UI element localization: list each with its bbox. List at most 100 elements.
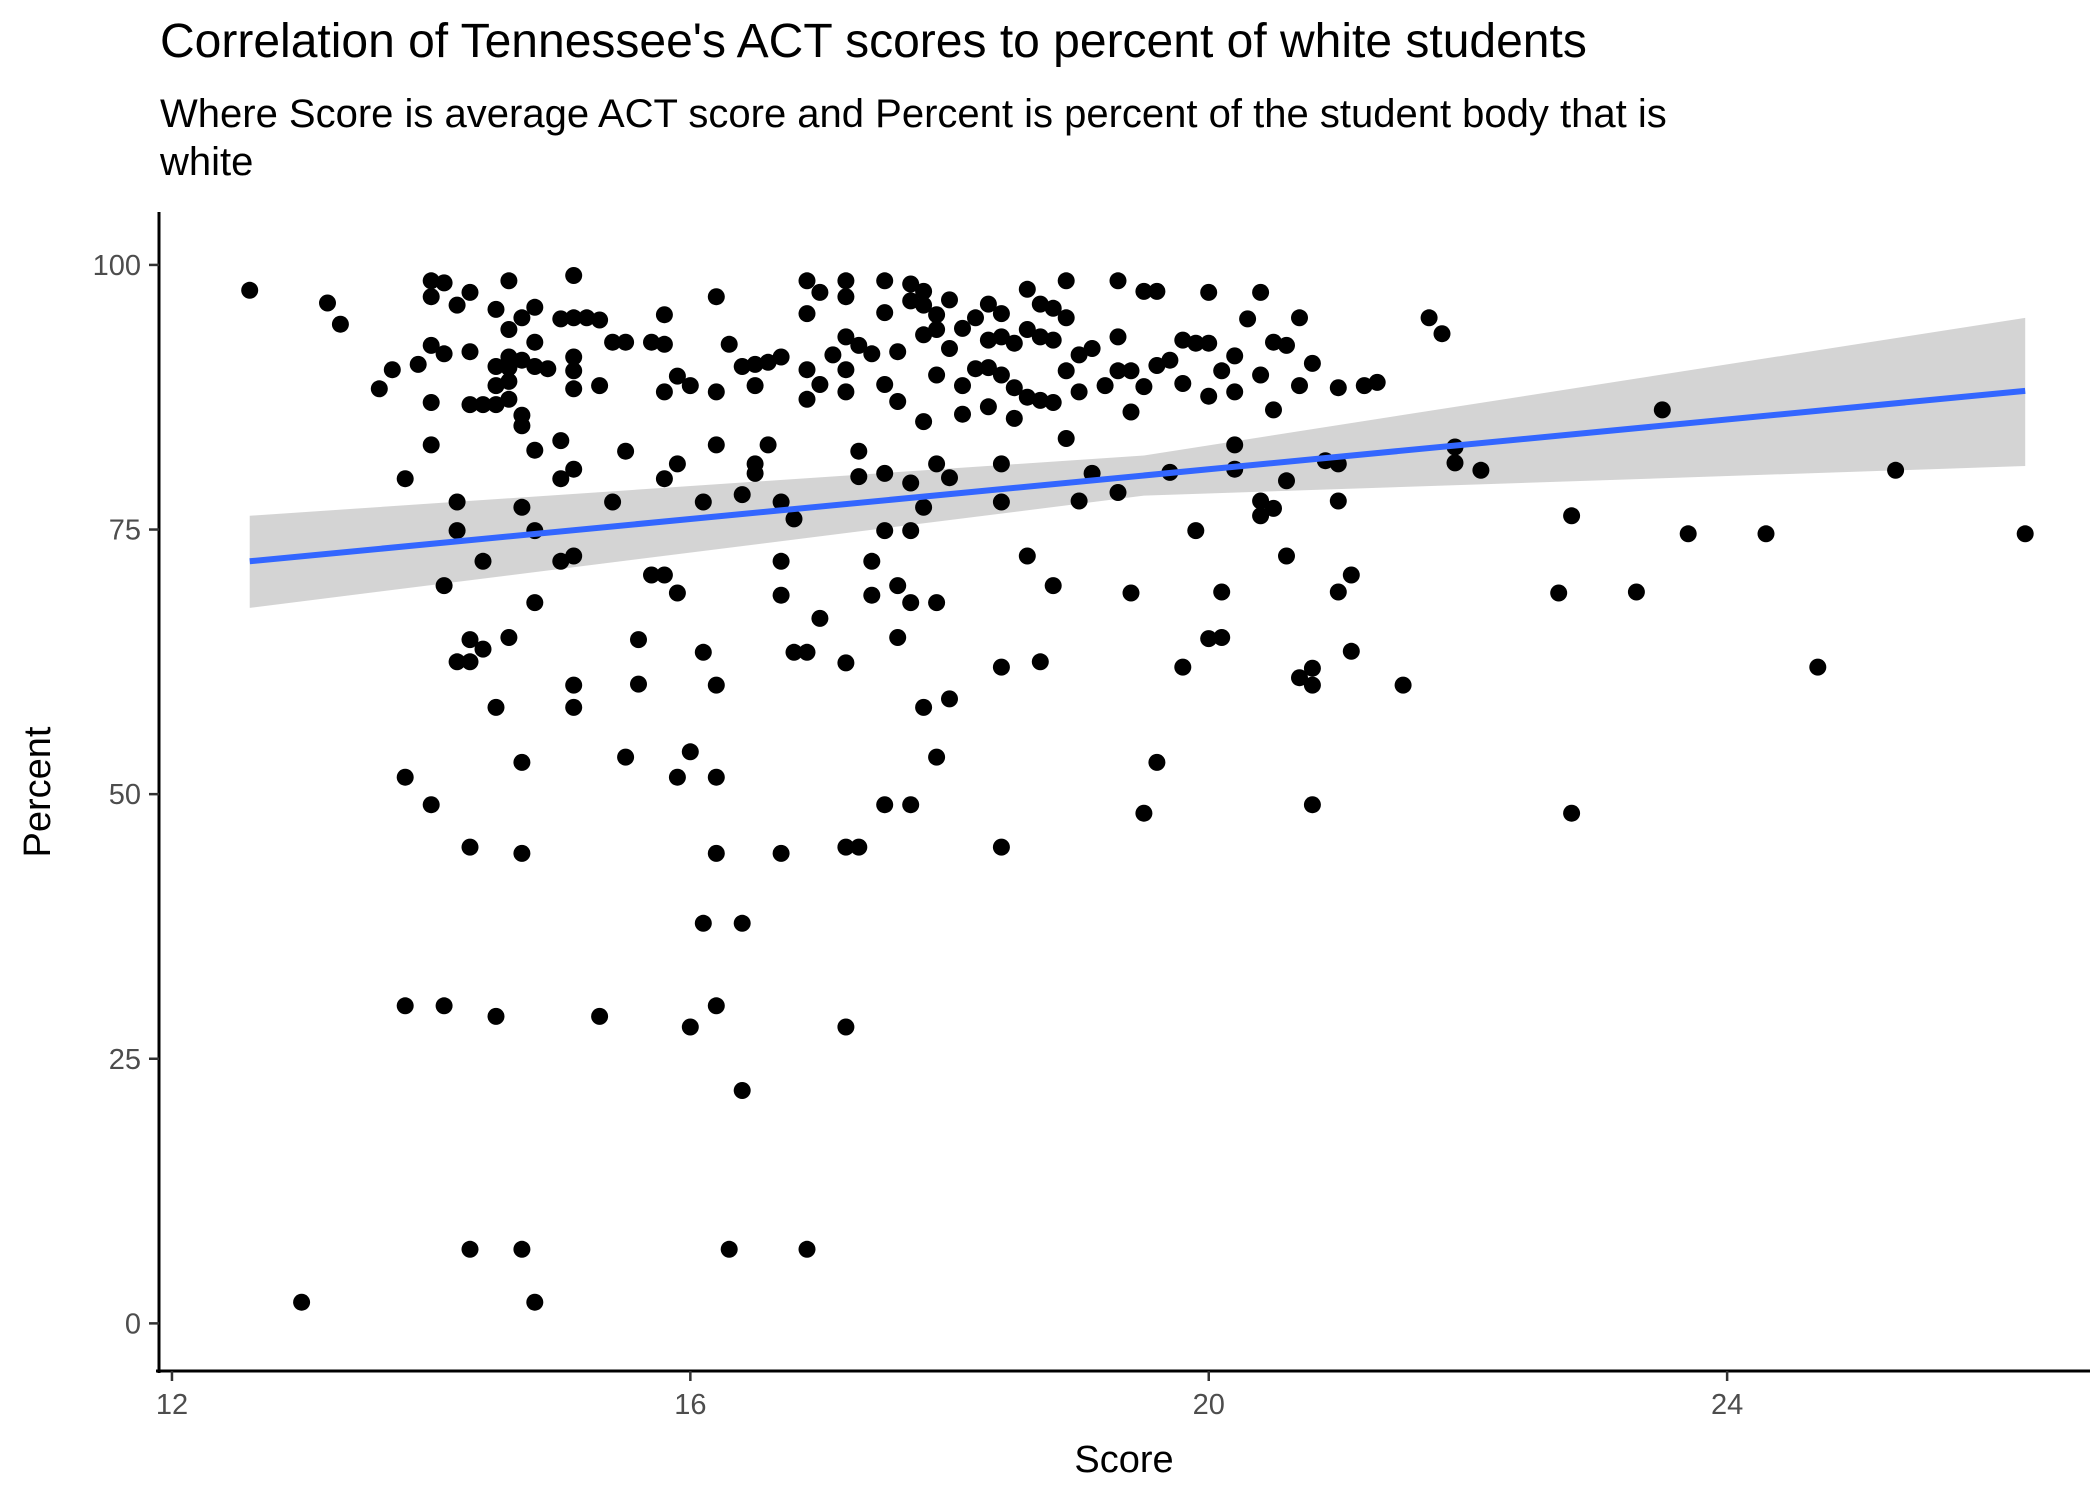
- data-point: [733, 486, 751, 504]
- data-point: [487, 358, 505, 375]
- data-point: [1057, 309, 1075, 327]
- data-point: [1291, 377, 1308, 395]
- data-point: [655, 383, 673, 401]
- y-tick-label: 50: [109, 779, 141, 811]
- data-point: [565, 698, 583, 716]
- data-point: [1057, 430, 1075, 447]
- data-point: [733, 914, 751, 932]
- data-point: [1433, 325, 1451, 343]
- data-point: [1148, 282, 1166, 300]
- data-point: [772, 348, 790, 366]
- data-point: [1394, 676, 1412, 694]
- data-point: [992, 455, 1010, 473]
- data-point: [1550, 584, 1568, 602]
- data-point: [1174, 658, 1192, 676]
- chart-title: Correlation of Tennessee's ACT scores to…: [160, 15, 1587, 68]
- data-point: [1200, 387, 1218, 405]
- data-point: [850, 838, 868, 856]
- data-point: [500, 372, 518, 390]
- data-point: [461, 631, 479, 649]
- data-point: [1226, 436, 1244, 454]
- data-point: [979, 398, 997, 416]
- data-point: [461, 838, 479, 856]
- data-point: [1174, 375, 1192, 392]
- data-point: [759, 353, 777, 371]
- data-point: [655, 306, 673, 324]
- data-point: [902, 292, 920, 310]
- data-point: [915, 413, 933, 431]
- data-point: [772, 552, 790, 570]
- data-point: [422, 436, 440, 454]
- data-point: [552, 432, 570, 450]
- data-point: [837, 361, 855, 379]
- data-point: [1044, 331, 1062, 349]
- y-tick-label: 100: [93, 250, 141, 282]
- data-point: [837, 1018, 855, 1036]
- data-point: [565, 267, 583, 284]
- data-point: [461, 283, 479, 301]
- data-point: [798, 643, 816, 661]
- data-point: [1083, 340, 1101, 357]
- data-point: [668, 367, 686, 385]
- data-point: [785, 643, 803, 661]
- data-point: [733, 358, 751, 375]
- data-point: [461, 653, 479, 671]
- data-point: [565, 362, 583, 380]
- data-point: [1291, 669, 1308, 687]
- data-point: [331, 315, 349, 333]
- data-point: [1031, 653, 1049, 671]
- data-point: [422, 796, 440, 814]
- data-point: [422, 272, 440, 290]
- data-point: [1252, 283, 1270, 301]
- data-point: [837, 288, 855, 306]
- data-point: [798, 390, 816, 408]
- y-axis-title: Percent: [17, 726, 59, 857]
- data-point: [902, 594, 920, 612]
- data-point: [915, 498, 933, 516]
- data-point: [1018, 547, 1036, 565]
- data-point: [461, 343, 479, 361]
- data-point: [1070, 383, 1088, 401]
- data-point: [448, 653, 466, 671]
- data-point: [617, 333, 635, 351]
- data-point: [889, 393, 907, 410]
- data-point: [1005, 379, 1023, 397]
- data-point: [798, 305, 816, 323]
- data-point: [565, 547, 583, 565]
- data-point: [1135, 378, 1153, 396]
- data-point: [565, 676, 583, 694]
- data-point: [474, 640, 492, 658]
- data-point: [370, 380, 388, 398]
- data-point: [889, 343, 907, 361]
- confidence-band-layer: [249, 317, 2026, 608]
- axes-layer: [156, 212, 2090, 1373]
- data-point: [1148, 753, 1166, 771]
- data-point: [422, 336, 440, 354]
- data-point: [565, 309, 583, 327]
- data-point: [513, 498, 531, 516]
- data-point: [837, 383, 855, 401]
- data-point: [1057, 362, 1075, 380]
- data-point: [526, 333, 544, 351]
- data-point: [915, 698, 933, 716]
- data-point: [448, 522, 466, 540]
- data-point: [1342, 642, 1360, 660]
- data-point: [1044, 299, 1062, 317]
- data-point: [798, 1240, 816, 1258]
- data-point: [876, 464, 894, 482]
- data-point: [837, 838, 855, 856]
- data-point: [837, 654, 855, 672]
- data-point: [902, 474, 920, 492]
- data-point: [500, 390, 518, 408]
- data-point: [1109, 362, 1127, 380]
- data-point: [941, 469, 958, 487]
- data-point: [422, 288, 440, 306]
- data-point: [604, 333, 622, 351]
- data-point: [1200, 283, 1218, 301]
- data-point: [1200, 334, 1218, 352]
- data-point: [500, 272, 518, 290]
- data-point: [798, 272, 816, 290]
- data-point: [1122, 403, 1140, 421]
- data-point: [1265, 499, 1282, 517]
